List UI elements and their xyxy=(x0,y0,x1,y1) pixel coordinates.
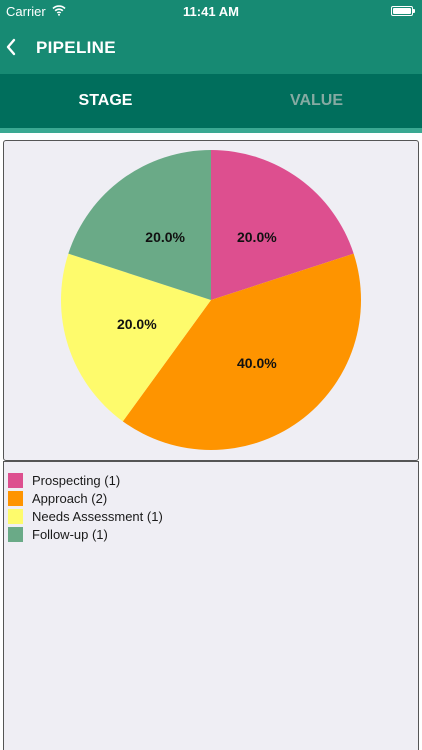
tab-bar: STAGE VALUE xyxy=(0,74,422,128)
chart-legend: Prospecting (1) Approach (2) Needs Assessm… xyxy=(3,461,419,750)
legend-item: Follow-up (1) xyxy=(8,526,108,543)
legend-label: Approach (2) xyxy=(32,491,108,506)
nav-bar: PIPELINE xyxy=(0,22,422,74)
legend-label: Follow-up (1) xyxy=(32,527,108,542)
pie-chart: 20.0% 40.0% 20.0% 20.0% xyxy=(60,150,361,450)
status-bar: Carrier 11:41 AM xyxy=(0,0,422,22)
tab-stage[interactable]: STAGE xyxy=(78,92,133,109)
slice-percent-label: 20.0% xyxy=(145,229,185,245)
legend-swatch xyxy=(8,473,23,488)
carrier-label: Carrier xyxy=(6,4,46,19)
pie-slice[interactable] xyxy=(60,253,211,422)
legend-item: Needs Assessment (1) xyxy=(8,508,163,525)
pie-slice[interactable] xyxy=(68,150,211,300)
chevron-left-icon[interactable] xyxy=(4,36,18,58)
pie-slice[interactable] xyxy=(122,253,361,450)
legend-swatch xyxy=(8,491,23,506)
slice-percent-label: 20.0% xyxy=(117,316,157,332)
tab-indicator xyxy=(0,128,422,133)
pie-slice[interactable] xyxy=(211,150,354,300)
legend-label: Needs Assessment (1) xyxy=(32,509,163,524)
legend-item: Prospecting (1) xyxy=(8,472,120,489)
status-time: 11:41 AM xyxy=(183,4,239,19)
legend-label: Prospecting (1) xyxy=(32,473,121,488)
chart-panel: 20.0% 40.0% 20.0% 20.0% xyxy=(3,140,419,461)
battery-icon xyxy=(391,6,415,16)
tab-value[interactable]: VALUE xyxy=(289,92,344,109)
wifi-icon xyxy=(52,5,66,16)
slice-percent-label: 20.0% xyxy=(237,229,277,245)
legend-item: Approach (2) xyxy=(8,490,107,507)
page-title: PIPELINE xyxy=(36,38,116,57)
legend-swatch xyxy=(8,527,23,542)
legend-swatch xyxy=(8,509,23,524)
slice-percent-label: 40.0% xyxy=(237,355,277,371)
